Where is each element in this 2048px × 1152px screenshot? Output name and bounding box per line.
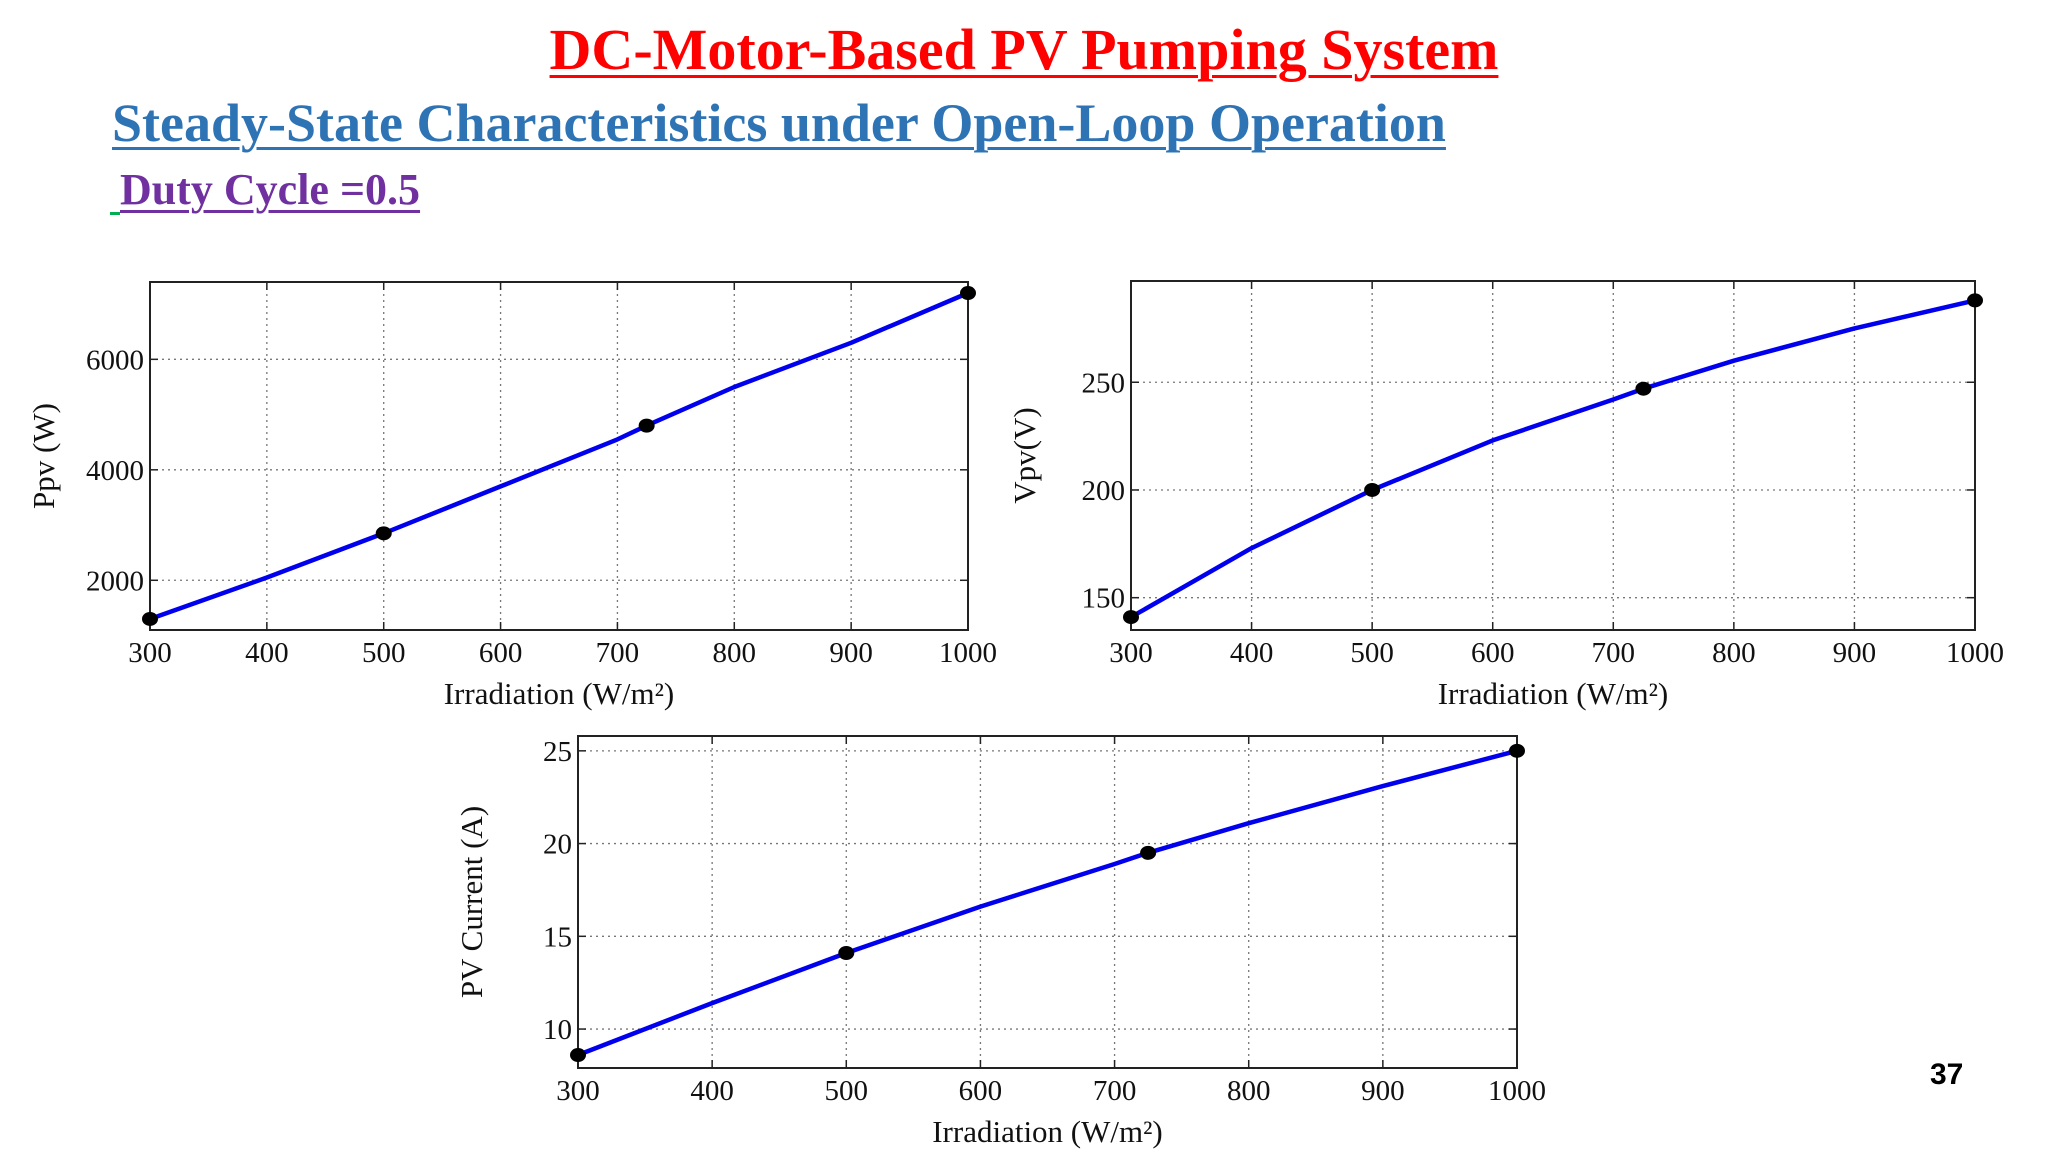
x-tick-label: 500 bbox=[1350, 637, 1394, 669]
x-tick-label: 400 bbox=[690, 1075, 734, 1107]
y-tick-label: 15 bbox=[543, 921, 572, 953]
slide-number: 37 bbox=[1930, 1058, 1964, 1091]
x-tick-label: 500 bbox=[362, 637, 406, 669]
x-tick-label: 1000 bbox=[939, 637, 997, 669]
y-tick-label: 10 bbox=[543, 1014, 572, 1046]
data-point-marker bbox=[960, 286, 976, 301]
data-point-marker bbox=[1509, 743, 1525, 758]
slide-subtitle: Steady-State Characteristics under Open-… bbox=[112, 93, 1446, 153]
data-point-marker bbox=[1123, 610, 1139, 625]
x-axis-label: Irradiation (W/m²) bbox=[932, 1114, 1163, 1149]
data-point-marker bbox=[570, 1048, 586, 1063]
chart-3: 300 400 500 600 700 800 900 1000 10 15 20 25 Irradia… bbox=[454, 735, 1546, 1149]
y-tick-label: 25 bbox=[543, 736, 572, 768]
data-point-marker bbox=[838, 946, 855, 961]
x-tick-label: 600 bbox=[959, 1075, 1003, 1107]
plot-frame bbox=[1130, 280, 1976, 631]
y-tick-label: 2000 bbox=[86, 565, 144, 597]
data-point-marker bbox=[1635, 381, 1652, 396]
x-tick-label: 600 bbox=[479, 637, 523, 669]
x-tick-label: 400 bbox=[1230, 637, 1274, 669]
data-point-marker bbox=[1140, 845, 1157, 860]
x-tick-label: 500 bbox=[825, 1075, 869, 1107]
x-tick-label: 900 bbox=[1361, 1075, 1405, 1107]
y-axis-label: Vpv(V) bbox=[1007, 407, 1042, 503]
x-tick-label: 600 bbox=[1471, 637, 1515, 669]
chart-2: 300 400 500 600 700 800 900 1000 150 200 250 Irradi… bbox=[1007, 280, 2004, 711]
x-tick-label: 900 bbox=[829, 637, 873, 669]
duty-marker bbox=[110, 212, 120, 215]
y-tick-label: 6000 bbox=[86, 344, 144, 376]
x-tick-label: 1000 bbox=[1488, 1075, 1546, 1107]
x-tick-label: 1000 bbox=[1946, 637, 2004, 669]
y-tick-label: 4000 bbox=[86, 455, 144, 487]
y-tick-label: 20 bbox=[543, 829, 572, 861]
y-tick-label: 150 bbox=[1082, 583, 1126, 615]
data-point-marker bbox=[375, 526, 392, 541]
series-line bbox=[575, 748, 1520, 1058]
y-axis-label: Ppv (W) bbox=[26, 403, 61, 509]
y-tick-label: 200 bbox=[1082, 475, 1126, 507]
data-point-marker bbox=[1364, 482, 1381, 497]
x-tick-label: 300 bbox=[1109, 637, 1153, 669]
chart-1: 300 400 500 600 700 800 900 1000 2000 4000 6000 Irr… bbox=[26, 281, 997, 711]
data-point-marker bbox=[142, 611, 158, 626]
x-tick-label: 700 bbox=[1592, 637, 1636, 669]
plot-frame bbox=[577, 735, 1518, 1069]
y-tick-label: 250 bbox=[1082, 367, 1126, 399]
x-tick-label: 700 bbox=[1093, 1075, 1137, 1107]
slide-title: DC-Motor-Based PV Pumping System bbox=[549, 17, 1499, 82]
x-tick-label: 800 bbox=[1227, 1075, 1271, 1107]
x-axis-label: Irradiation (W/m²) bbox=[1438, 676, 1669, 711]
x-tick-label: 300 bbox=[556, 1075, 600, 1107]
data-point-marker bbox=[1967, 293, 1983, 308]
data-point-marker bbox=[638, 418, 655, 433]
series-line bbox=[1128, 298, 1978, 620]
x-tick-label: 700 bbox=[596, 637, 640, 669]
x-tick-label: 400 bbox=[245, 637, 289, 669]
series-line bbox=[147, 290, 971, 622]
x-tick-label: 900 bbox=[1833, 637, 1877, 669]
x-axis-label: Irradiation (W/m²) bbox=[444, 676, 675, 711]
y-axis-label: PV Current (A) bbox=[454, 806, 489, 998]
plot-frame bbox=[149, 281, 969, 631]
x-tick-label: 800 bbox=[1712, 637, 1756, 669]
duty-cycle-label: Duty Cycle =0.5 bbox=[120, 165, 421, 214]
x-tick-label: 300 bbox=[128, 637, 172, 669]
x-tick-label: 800 bbox=[713, 637, 757, 669]
